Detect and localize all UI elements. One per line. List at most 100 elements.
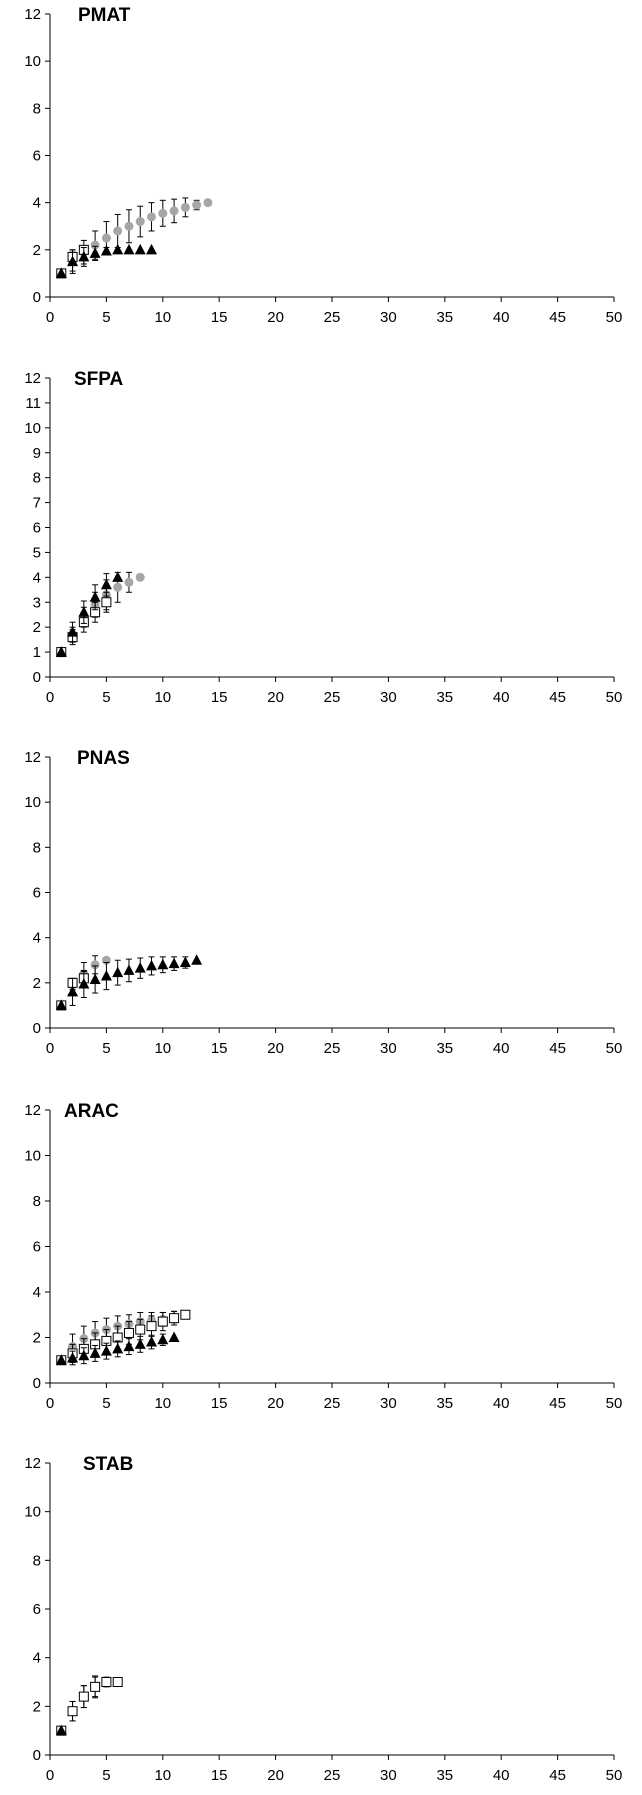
data-point-circle <box>180 202 190 212</box>
y-tick-label: 8 <box>33 100 41 117</box>
data-point-triangle <box>168 957 180 969</box>
x-tick-label: 20 <box>267 1395 284 1412</box>
x-tick-label: 45 <box>549 689 566 706</box>
data-point-triangle <box>67 1351 79 1363</box>
x-tick-label: 0 <box>46 1040 54 1057</box>
data-point-square <box>169 1313 180 1324</box>
y-tick-label: 0 <box>33 1020 41 1037</box>
y-tick-label: 3 <box>33 594 41 611</box>
x-tick-label: 5 <box>102 1395 110 1412</box>
x-tick-label: 0 <box>46 1395 54 1412</box>
x-tick-label: 5 <box>102 1767 110 1784</box>
y-tick-label: 10 <box>24 420 41 437</box>
data-point-circle <box>101 233 111 243</box>
y-tick-label: 10 <box>24 1504 41 1521</box>
y-tick-label: 12 <box>24 370 41 387</box>
y-tick-label: 10 <box>24 1148 41 1165</box>
y-tick-label: 8 <box>33 1552 41 1569</box>
x-tick-label: 10 <box>154 689 171 706</box>
data-point-triangle <box>157 1333 169 1345</box>
y-tick-label: 6 <box>33 148 41 165</box>
x-tick-label: 35 <box>436 1767 453 1784</box>
y-tick-label: 8 <box>33 839 41 856</box>
data-point-triangle <box>67 626 79 637</box>
y-tick-label: 12 <box>24 1102 41 1119</box>
data-point-triangle <box>123 243 135 255</box>
data-point-triangle <box>134 243 146 255</box>
data-point-triangle <box>146 243 158 255</box>
data-point-circle <box>135 572 145 582</box>
x-tick-label: 25 <box>324 689 341 706</box>
y-tick-label: 6 <box>33 1601 41 1618</box>
data-point-triangle <box>78 1349 90 1361</box>
data-point-square <box>180 1309 191 1320</box>
data-point-triangle <box>157 958 169 970</box>
x-tick-label: 50 <box>606 1767 623 1784</box>
data-point-triangle <box>112 243 124 255</box>
data-point-triangle <box>55 646 67 657</box>
y-tick-label: 0 <box>33 1747 41 1764</box>
data-point-square <box>101 1677 112 1687</box>
panel-arac: 0 2 4 6 8 10 12 0 5 10 15 20 25 30 35 40 45 50 ARAC <box>24 1101 622 1412</box>
data-point-triangle <box>89 1347 101 1358</box>
x-tick-label: 5 <box>102 689 110 706</box>
y-tick-label: 0 <box>33 1375 41 1392</box>
data-point-triangle <box>112 1342 124 1354</box>
x-tick-label: 20 <box>267 689 284 706</box>
data-point-square <box>101 597 112 608</box>
data-point-circle <box>124 577 134 587</box>
data-point-triangle <box>89 247 101 258</box>
x-tick-label: 45 <box>549 1395 566 1412</box>
data-point-square <box>78 1691 89 1702</box>
y-tick-label: 2 <box>33 975 41 992</box>
x-tick-label: 35 <box>436 309 453 326</box>
x-tick-label: 0 <box>46 309 54 326</box>
x-tick-label: 45 <box>549 1767 566 1784</box>
data-point-triangle <box>146 959 158 971</box>
y-tick-label: 0 <box>33 289 41 306</box>
x-tick-label: 10 <box>154 1040 171 1057</box>
y-tick-label: 1 <box>33 644 41 661</box>
y-tick-label: 12 <box>24 6 41 23</box>
y-tick-label: 7 <box>33 495 41 512</box>
data-point-triangle <box>55 999 67 1010</box>
x-tick-label: 0 <box>46 1767 54 1784</box>
data-point-triangle <box>89 973 101 984</box>
data-point-square <box>135 1324 146 1335</box>
data-point-triangle <box>78 977 90 989</box>
y-tick-label: 2 <box>33 242 41 259</box>
y-tick-label: 6 <box>33 520 41 537</box>
x-tick-label: 5 <box>102 1040 110 1057</box>
data-point-triangle <box>100 970 112 981</box>
data-point-circle <box>124 221 134 231</box>
y-tick-label: 4 <box>33 930 41 947</box>
panel-title: SFPA <box>74 369 124 390</box>
data-point-triangle <box>100 578 112 590</box>
y-tick-label: 12 <box>24 1455 41 1472</box>
x-tick-label: 35 <box>436 1040 453 1057</box>
x-tick-label: 40 <box>493 1395 510 1412</box>
data-point-triangle <box>55 267 67 278</box>
y-tick-label: 11 <box>25 395 41 412</box>
x-tick-label: 50 <box>606 1040 623 1057</box>
data-point-triangle <box>55 1354 67 1365</box>
x-tick-label: 15 <box>211 1040 228 1057</box>
x-tick-label: 40 <box>493 309 510 326</box>
x-tick-label: 25 <box>324 1395 341 1412</box>
data-point-triangle <box>134 1338 146 1349</box>
data-point-triangle <box>123 964 135 975</box>
data-point-square <box>146 1321 157 1332</box>
data-point-triangle <box>168 1331 180 1342</box>
x-tick-label: 50 <box>606 309 623 326</box>
y-tick-label: 4 <box>33 195 41 212</box>
data-point-triangle <box>67 255 79 267</box>
x-tick-label: 5 <box>102 309 110 326</box>
data-point-triangle <box>67 985 79 997</box>
x-tick-label: 20 <box>267 1040 284 1057</box>
x-tick-label: 45 <box>549 1040 566 1057</box>
x-tick-label: 0 <box>46 689 54 706</box>
data-point-square <box>112 1677 123 1687</box>
data-point-circle <box>192 200 202 210</box>
data-point-triangle <box>55 1724 67 1736</box>
data-point-square <box>67 1706 78 1717</box>
